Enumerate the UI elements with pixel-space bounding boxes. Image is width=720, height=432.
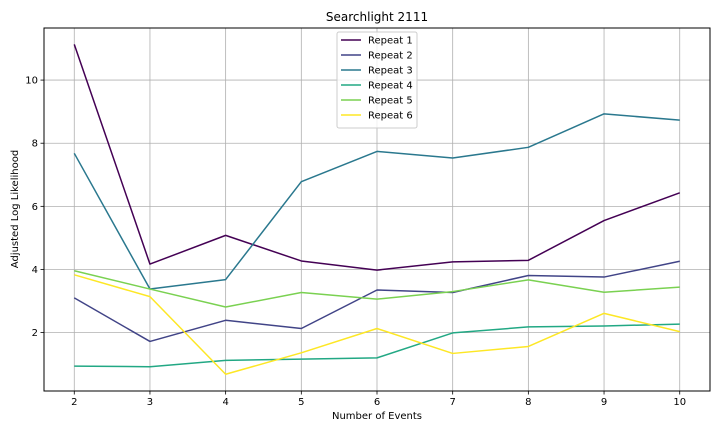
y-tick-label: 4 xyxy=(32,265,38,276)
legend-label: Repeat 3 xyxy=(368,66,413,77)
series-lines xyxy=(73,44,680,376)
y-axis: 2 4 6 8 10 xyxy=(25,76,44,339)
legend-label: Repeat 6 xyxy=(368,111,413,122)
series-line-repeat-6 xyxy=(74,274,680,376)
x-tick-label: 7 xyxy=(449,397,455,408)
series-line-repeat-5 xyxy=(74,270,680,308)
legend-label: Repeat 1 xyxy=(368,36,413,47)
legend-label: Repeat 4 xyxy=(368,81,413,92)
series-line-repeat-1 xyxy=(73,44,680,271)
legend: Repeat 1 Repeat 2 Repeat 3 Repeat 4 Repeat 5… xyxy=(336,31,418,129)
y-tick-label: 8 xyxy=(32,139,38,150)
x-tick-label: 3 xyxy=(147,397,153,408)
series-line-repeat-3 xyxy=(73,113,680,290)
x-tick-label: 8 xyxy=(525,397,531,408)
y-tick-label: 6 xyxy=(32,202,38,213)
series-line-repeat-4 xyxy=(74,323,680,368)
y-axis-label: Adjusted Log Likelihood xyxy=(10,150,21,268)
y-tick-label: 10 xyxy=(25,76,38,87)
x-tick-label: 2 xyxy=(71,397,77,408)
legend-box xyxy=(336,31,418,129)
x-tick-label: 6 xyxy=(374,397,380,408)
y-tick-label: 2 xyxy=(32,328,38,339)
x-tick-label: 10 xyxy=(673,397,686,408)
x-tick-label: 9 xyxy=(601,397,607,408)
chart-title: Searchlight 2111 xyxy=(326,10,428,24)
x-axis-label: Number of Events xyxy=(332,411,422,422)
series-line-repeat-2 xyxy=(73,260,680,343)
x-tick-label: 4 xyxy=(222,397,228,408)
x-tick-label: 5 xyxy=(298,397,304,408)
legend-label: Repeat 5 xyxy=(368,96,413,107)
legend-label: Repeat 2 xyxy=(368,51,413,62)
x-axis: 2 3 4 5 6 7 8 9 10 xyxy=(71,391,686,408)
